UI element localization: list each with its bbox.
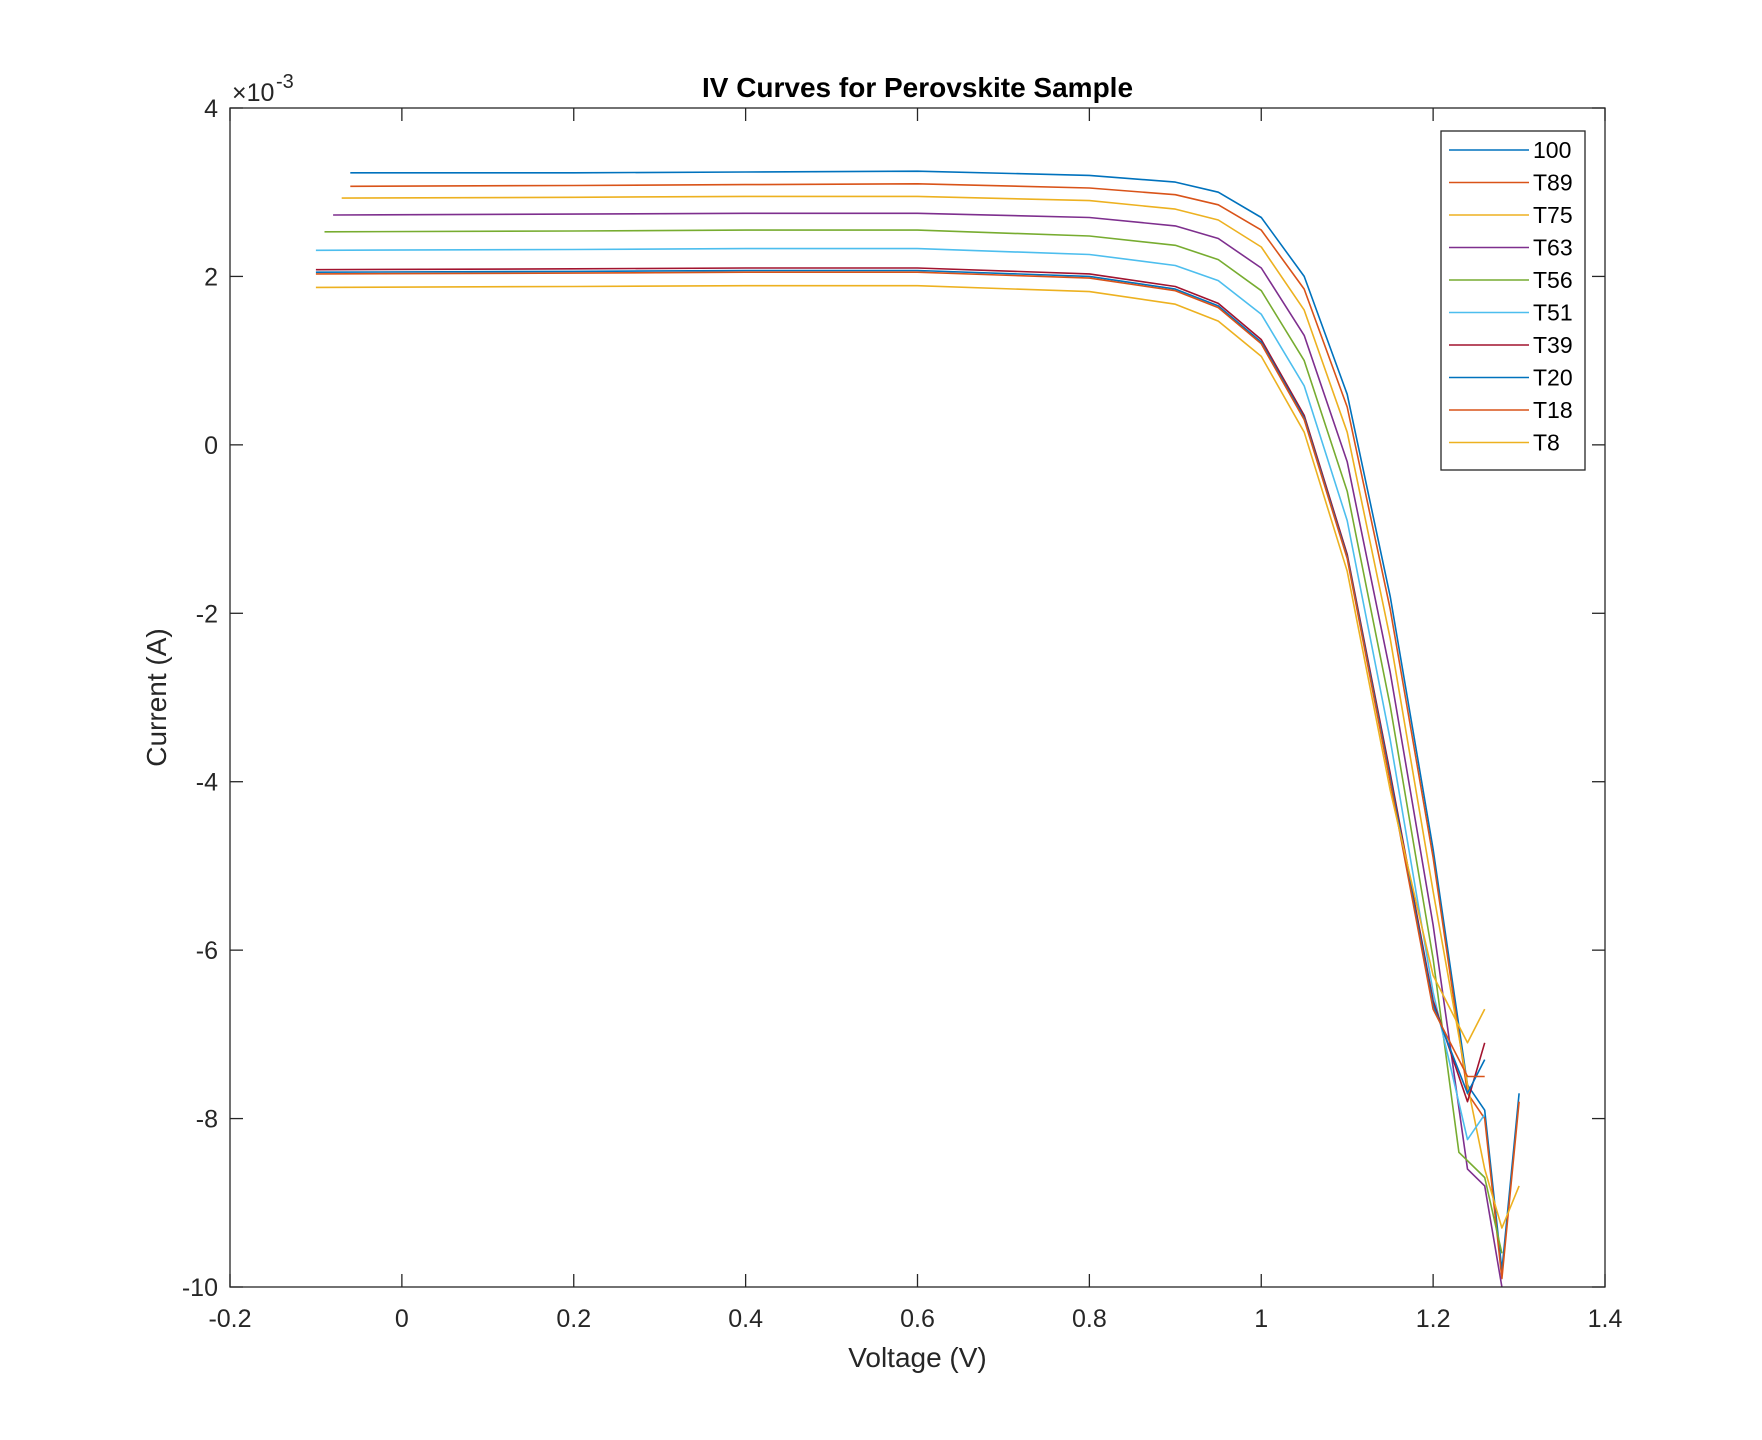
y-tick-label: -2: [196, 600, 218, 628]
x-tick-label: 1.2: [1416, 1305, 1451, 1333]
x-tick-label: 0.6: [900, 1305, 935, 1333]
y-axis-label: Current (A): [141, 628, 172, 766]
x-axis-label: Voltage (V): [848, 1342, 987, 1373]
series-line-5: [324, 229, 1503, 1254]
series-layer: [315, 170, 1520, 1288]
legend-entry: T18: [1533, 397, 1573, 423]
x-tick-label: -0.2: [208, 1305, 251, 1333]
legend-entry: T75: [1533, 202, 1573, 228]
y-tick-label: 0: [204, 432, 218, 460]
legend-entry: T8: [1533, 430, 1560, 456]
series-line-6: [315, 247, 1486, 1141]
x-tick-label: 1.4: [1588, 1305, 1623, 1333]
legend-entry: T51: [1533, 300, 1573, 326]
series-line-1: [350, 170, 1520, 1271]
legend-entry: T63: [1533, 235, 1573, 261]
y-tick-label: -8: [196, 1106, 218, 1134]
legend-entry: 100: [1533, 137, 1571, 163]
ticks-layer: -0.2 0 0.2 0.4 0.6 0.8 1 1.2 1.4 -10 -8 -6 -4 -2 0 2 4: [182, 95, 1623, 1333]
y-exponent-base: ×10: [232, 79, 274, 107]
y-tick-label: 2: [204, 263, 218, 291]
legend-box: [1440, 130, 1586, 471]
legend-entry: T56: [1533, 267, 1573, 293]
y-tick-label: -4: [196, 769, 218, 797]
legend-entry: T20: [1533, 365, 1573, 391]
chart-title: IV Curves for Perovskite Sample: [702, 72, 1133, 103]
x-tick-label: 0: [395, 1305, 409, 1333]
y-tick-label: -6: [196, 937, 218, 965]
legend: 100 T89 T75 T63 T56 T51 T39 T20 T18 T8: [1440, 130, 1586, 471]
x-tick-label: 0.8: [1072, 1305, 1107, 1333]
legend-entry: T89: [1533, 170, 1573, 196]
x-tick-label: 0.4: [728, 1305, 763, 1333]
y-tick-label: 4: [204, 95, 218, 123]
plot-area: [230, 108, 1605, 1287]
y-exponent-power: -3: [276, 71, 294, 93]
y-tick-label: -10: [182, 1274, 218, 1302]
legend-entry: T39: [1533, 332, 1573, 358]
x-tick-label: 1: [1254, 1305, 1268, 1333]
y-axis-exponent: ×10 -3: [232, 71, 294, 107]
series-line-9: [315, 271, 1485, 1078]
series-line-2: [350, 183, 1520, 1280]
x-tick-label: 0.2: [556, 1305, 591, 1333]
series-line-10: [315, 284, 1486, 1044]
